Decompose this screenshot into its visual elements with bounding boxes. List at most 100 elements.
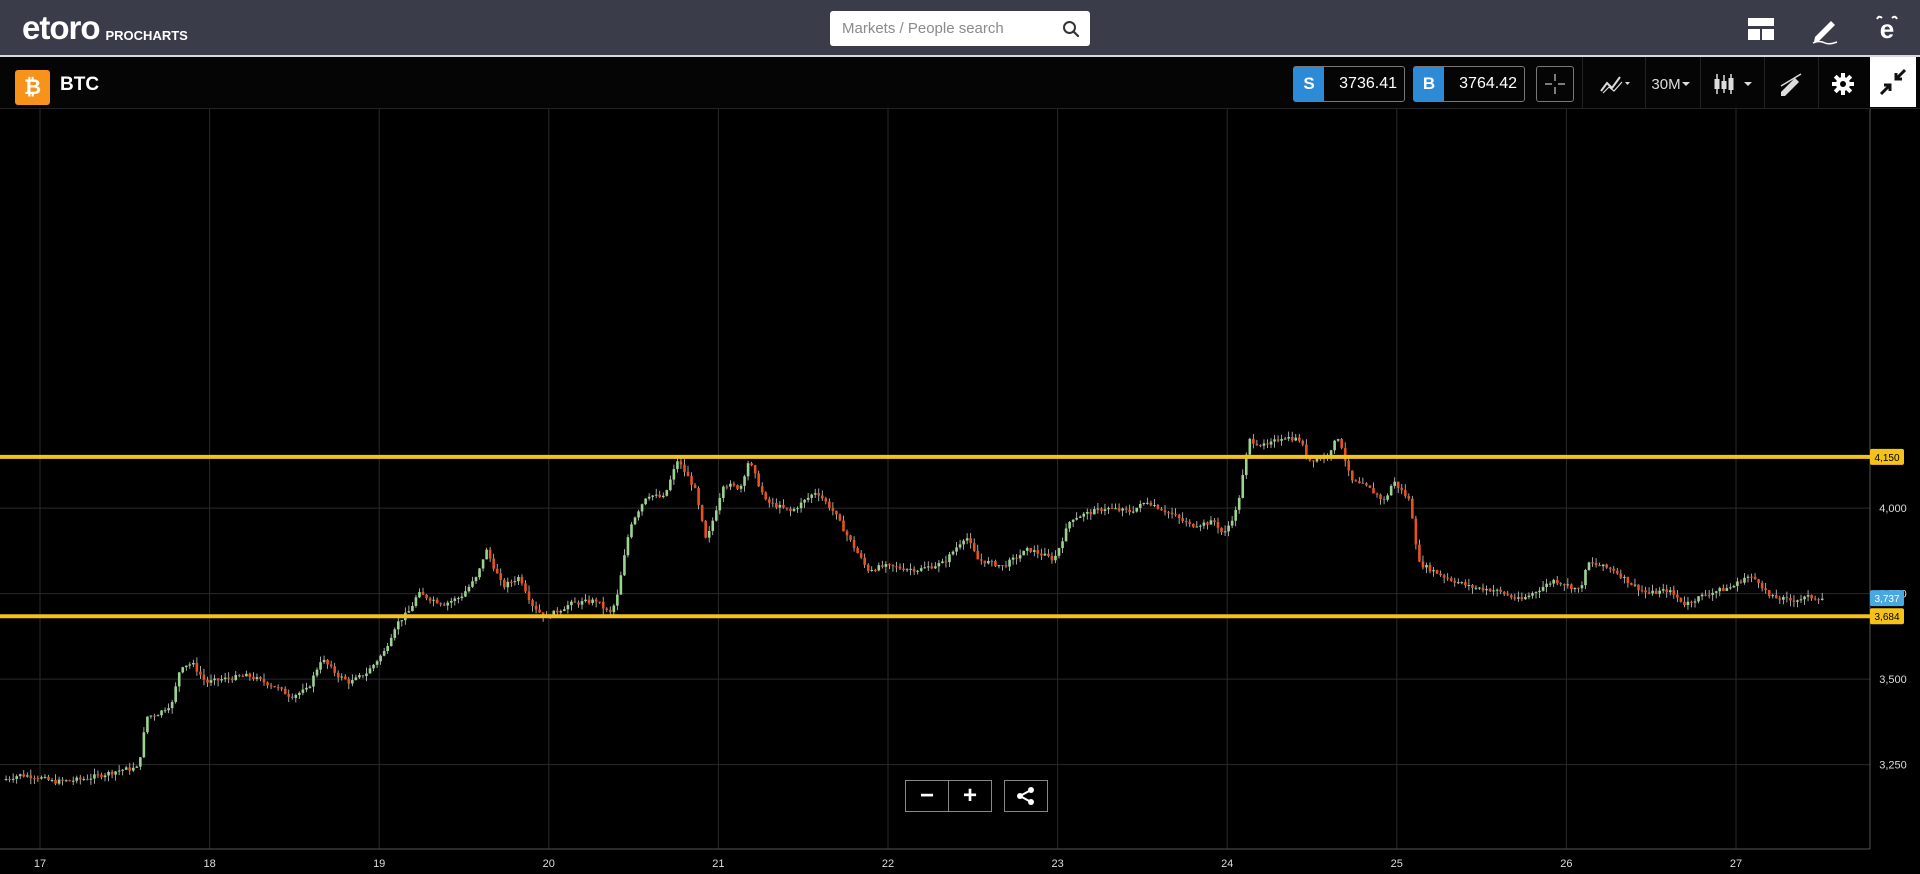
zoom-out-button[interactable]: − xyxy=(905,780,949,812)
timeframe-select[interactable]: 30M xyxy=(1648,66,1694,102)
candle-body xyxy=(1393,481,1396,486)
candle-body xyxy=(241,676,245,678)
candle-body xyxy=(1432,570,1435,572)
candle-body xyxy=(990,560,994,562)
candle-body xyxy=(1230,520,1234,526)
candle-body xyxy=(1711,592,1714,595)
indicators-button[interactable] xyxy=(1590,66,1640,102)
candle-body xyxy=(1555,579,1559,584)
search-input[interactable] xyxy=(842,11,1052,46)
candle-body xyxy=(1195,526,1199,528)
candle-body xyxy=(1683,601,1686,605)
candle-body xyxy=(184,665,188,668)
zoom-in-button[interactable]: + xyxy=(948,780,992,812)
candle-body xyxy=(340,676,344,678)
buy-price: 3764.42 xyxy=(1459,75,1517,92)
candle-body xyxy=(729,483,732,487)
crosshair-button[interactable] xyxy=(1536,66,1574,102)
candle-body xyxy=(163,710,167,712)
svg-text:e: e xyxy=(1880,14,1894,44)
candle-body xyxy=(1350,470,1354,481)
candle-body xyxy=(919,568,923,571)
collapse-fullscreen-button[interactable] xyxy=(1870,57,1916,107)
drawing-tools-button[interactable] xyxy=(1772,66,1812,102)
candle-body xyxy=(612,605,616,613)
candle-body xyxy=(912,568,916,572)
chart-type-button[interactable] xyxy=(1708,66,1758,102)
sell-button[interactable]: S 3736.41 xyxy=(1293,66,1405,102)
settings-button[interactable] xyxy=(1822,66,1864,102)
candle-body xyxy=(1093,509,1096,515)
buy-button[interactable]: B 3764.42 xyxy=(1413,66,1525,102)
candle-body xyxy=(753,465,757,474)
candle-body xyxy=(711,520,715,531)
candle-body xyxy=(1138,504,1142,508)
candle-body xyxy=(485,549,488,560)
candle-body xyxy=(1690,601,1693,603)
candle-body xyxy=(1163,510,1167,513)
candle-body xyxy=(1580,585,1584,589)
candle-body xyxy=(1064,528,1068,542)
candle-body xyxy=(849,535,852,540)
candle-body xyxy=(1757,579,1760,583)
candle-body xyxy=(15,776,18,779)
candle-body xyxy=(1011,557,1015,560)
search-icon[interactable] xyxy=(1062,20,1080,38)
candle-body xyxy=(1573,587,1577,590)
candle-body xyxy=(510,581,513,583)
candle-body xyxy=(1753,576,1757,580)
candle-body xyxy=(269,685,273,687)
candle-body xyxy=(358,675,361,678)
candle-body xyxy=(1269,441,1273,445)
candle-body xyxy=(1319,458,1322,460)
gear-icon xyxy=(1832,73,1854,95)
candle-body xyxy=(1594,563,1598,566)
sell-label: S xyxy=(1294,67,1324,101)
candle-body xyxy=(61,779,64,781)
layout-icon[interactable] xyxy=(1744,12,1778,46)
candle-body xyxy=(1372,487,1375,494)
candle-body xyxy=(446,602,450,606)
indicators-icon xyxy=(1600,76,1630,94)
candle-body xyxy=(301,689,305,693)
candle-body xyxy=(1623,576,1626,578)
search-box[interactable] xyxy=(830,11,1090,46)
candle-body xyxy=(552,610,556,618)
edit-pencil-icon[interactable] xyxy=(1808,12,1842,46)
candle-body xyxy=(1244,454,1248,476)
candle-body xyxy=(1227,525,1230,532)
candle-body xyxy=(322,659,326,663)
share-button[interactable] xyxy=(1004,780,1048,812)
candle-body xyxy=(333,666,336,673)
candle-body xyxy=(1615,570,1619,574)
etoro-e-icon[interactable]: e xyxy=(1870,12,1904,46)
candle-body xyxy=(1637,584,1640,591)
candle-body xyxy=(1704,594,1707,596)
candle-body xyxy=(686,471,690,477)
candle-body xyxy=(1100,508,1103,511)
candle-body xyxy=(785,507,789,509)
candle-body xyxy=(1446,577,1449,579)
drawing-tools-icon xyxy=(1780,73,1802,96)
candle-body xyxy=(1110,507,1114,509)
x-tick-label: 26 xyxy=(1560,858,1572,870)
candle-body xyxy=(608,609,612,613)
candle-body xyxy=(1361,482,1365,484)
candle-body xyxy=(714,510,718,521)
candle-body xyxy=(1375,493,1379,495)
price-chart[interactable]: 17181920212223242526273,2503,5003,7504,0… xyxy=(0,109,1920,874)
collapse-icon xyxy=(1879,68,1907,96)
candle-body xyxy=(764,492,768,500)
etoro-logo[interactable]: etoro PROCHARTS xyxy=(22,8,188,48)
candle-body xyxy=(1386,495,1389,500)
candle-body xyxy=(630,524,633,538)
candle-body xyxy=(1297,437,1301,441)
candle-body xyxy=(775,502,778,508)
candle-body xyxy=(616,594,619,606)
candle-body xyxy=(40,777,43,779)
candle-body xyxy=(1640,590,1644,592)
candle-body xyxy=(1283,438,1287,440)
candle-body xyxy=(11,778,15,780)
candle-body xyxy=(379,655,382,662)
candle-body xyxy=(156,715,160,717)
